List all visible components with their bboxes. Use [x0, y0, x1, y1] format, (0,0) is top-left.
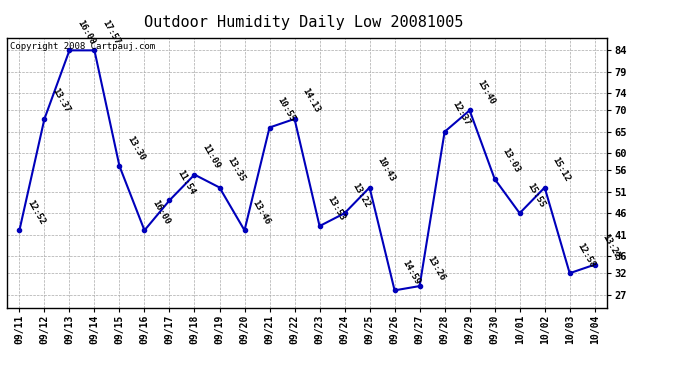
Text: 10:43: 10:43	[375, 156, 396, 183]
Text: 13:26: 13:26	[425, 254, 446, 282]
Text: Copyright 2008 Cartpauj.com: Copyright 2008 Cartpauj.com	[10, 42, 155, 51]
Text: 13:35: 13:35	[225, 156, 246, 183]
Text: 15:12: 15:12	[550, 156, 571, 183]
Text: 14:13: 14:13	[300, 87, 322, 115]
Text: 16:08: 16:08	[75, 18, 96, 46]
Text: 15:55: 15:55	[525, 181, 546, 209]
Text: 13:53: 13:53	[325, 194, 346, 222]
Text: 17:57: 17:57	[100, 18, 121, 46]
Text: 12:52: 12:52	[25, 198, 46, 226]
Text: 14:59: 14:59	[400, 258, 422, 286]
Text: 10:55: 10:55	[275, 96, 296, 123]
Text: 13:37: 13:37	[50, 87, 71, 115]
Text: 13:03: 13:03	[500, 147, 522, 175]
Text: Outdoor Humidity Daily Low 20081005: Outdoor Humidity Daily Low 20081005	[144, 15, 463, 30]
Text: 13:30: 13:30	[125, 134, 146, 162]
Text: 13:46: 13:46	[250, 198, 271, 226]
Text: 12:37: 12:37	[450, 100, 471, 128]
Text: 13:22: 13:22	[600, 233, 622, 261]
Text: 16:00: 16:00	[150, 198, 171, 226]
Text: 11:09: 11:09	[200, 143, 221, 171]
Text: 13:22: 13:22	[350, 181, 371, 209]
Text: 15:40: 15:40	[475, 78, 496, 106]
Text: 11:54: 11:54	[175, 168, 196, 196]
Text: 12:58: 12:58	[575, 241, 596, 269]
